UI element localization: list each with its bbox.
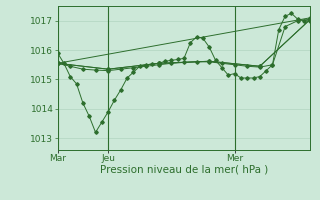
X-axis label: Pression niveau de la mer( hPa ): Pression niveau de la mer( hPa ) [100,165,268,175]
